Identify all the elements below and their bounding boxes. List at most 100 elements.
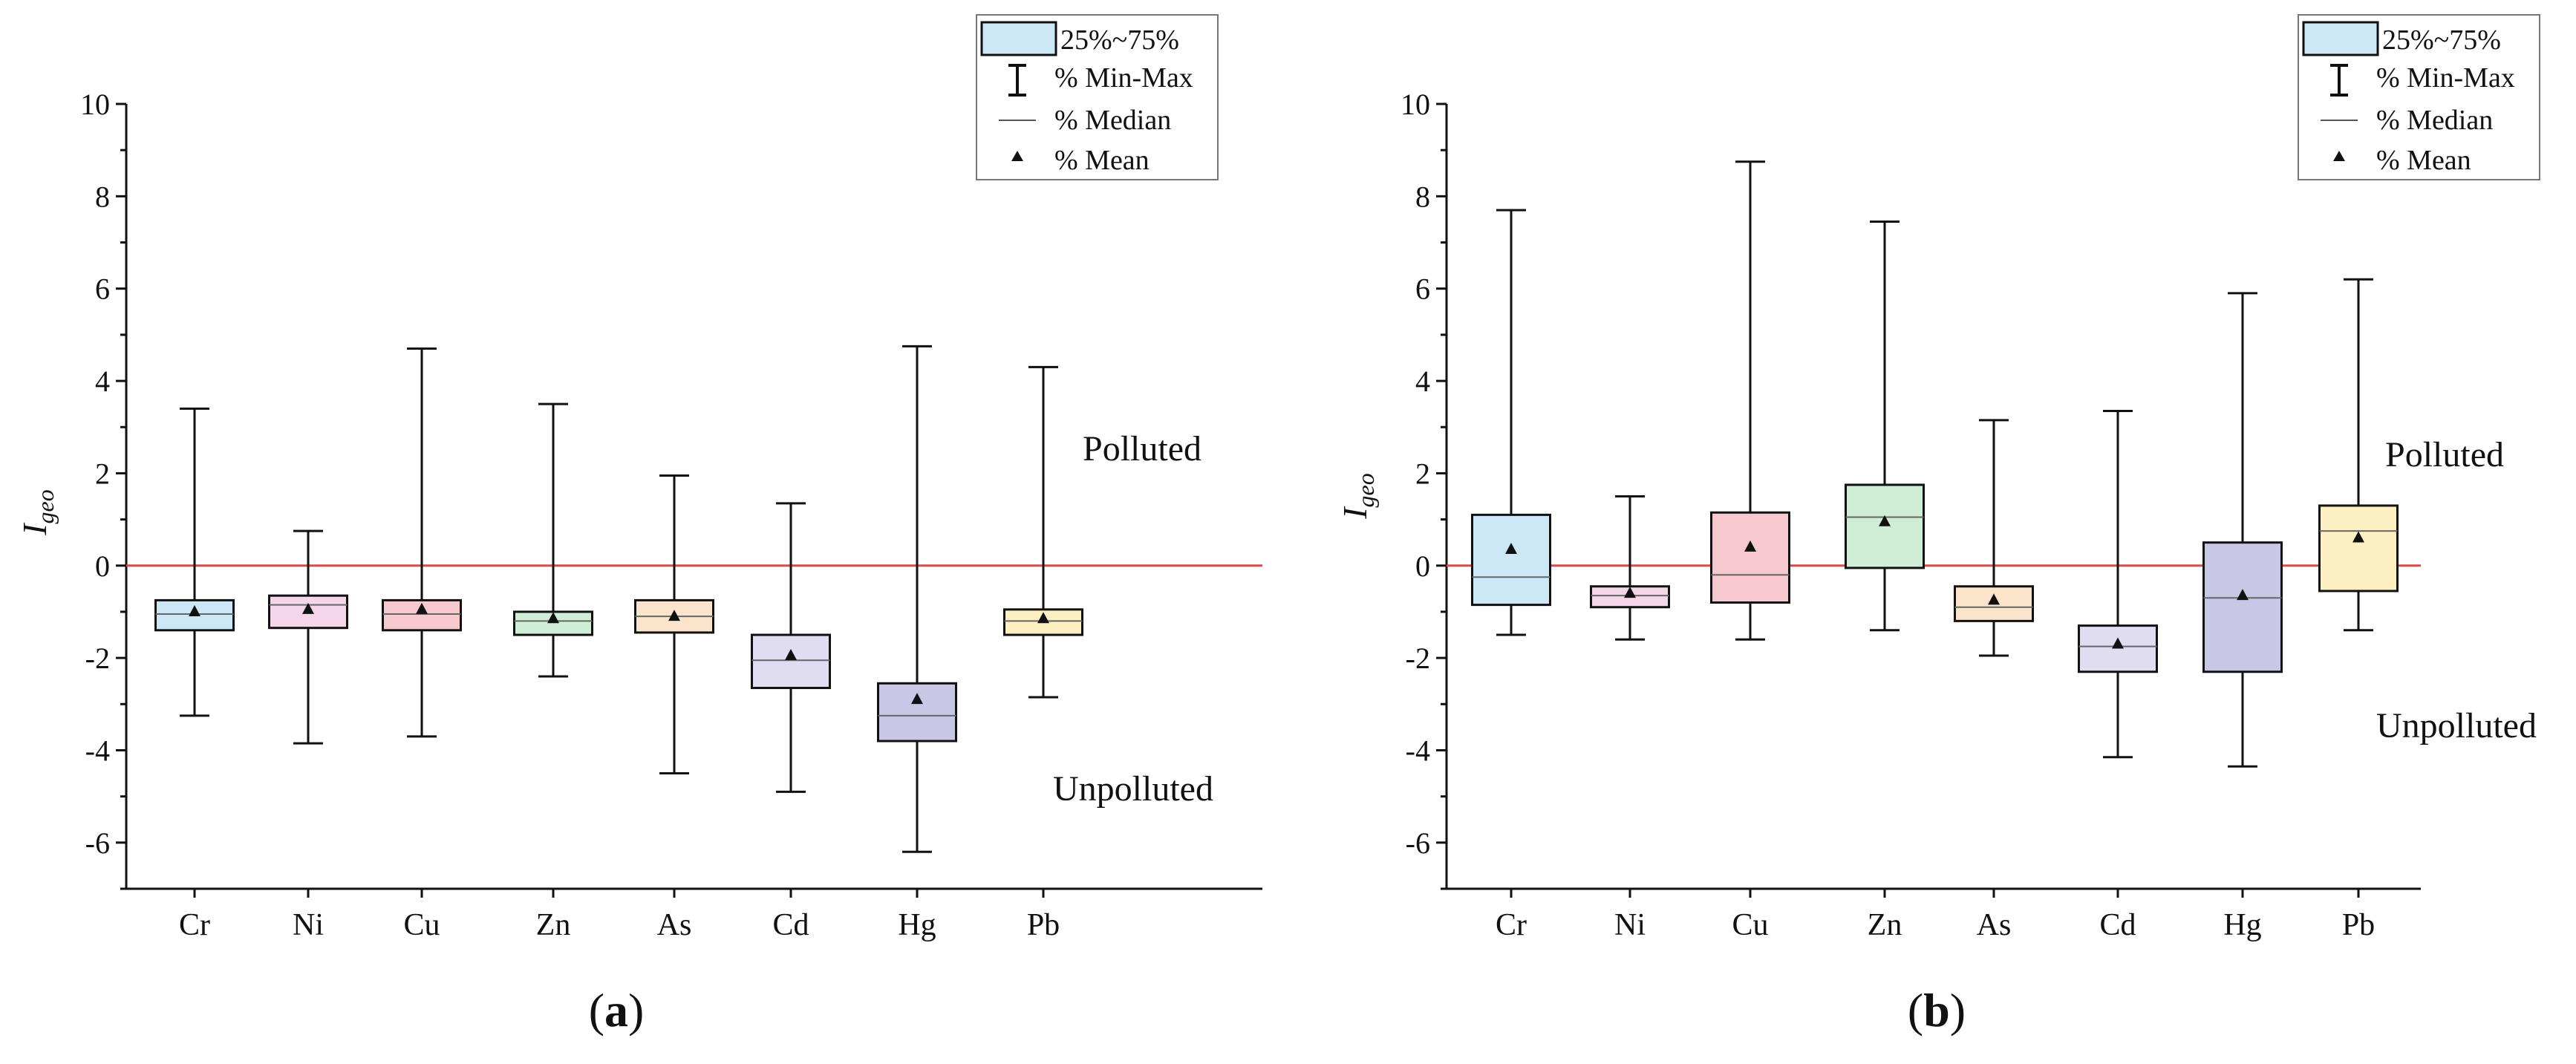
panel-a-legend-mean-label: % Mean (1054, 145, 1150, 176)
category-label: Cd (2099, 908, 2136, 942)
mean-marker (1744, 540, 1756, 552)
y-tick-label: -2 (85, 642, 110, 675)
mean-marker (547, 612, 559, 624)
box-cr (154, 407, 235, 717)
y-tick-label: 6 (1415, 272, 1430, 306)
panel-b-legend-box-label: 25%~75% (2382, 25, 2501, 56)
category-label: Ni (1614, 908, 1646, 942)
panel-b-axes (1445, 104, 2421, 890)
panel-b-panel-label: (b) (1908, 984, 1966, 1037)
mean-marker (1988, 593, 2000, 605)
panel-a-category-labels: Cr Ni Cu Zn As Cd Hg Pb (179, 889, 1060, 942)
y-tick-label: 4 (95, 365, 110, 398)
category-label: Cd (772, 908, 809, 942)
panel-a-legend-minmax-icon (1008, 64, 1026, 97)
iqr-box (751, 633, 831, 690)
category-label: Pb (2342, 908, 2375, 942)
box-pb (1003, 365, 1083, 699)
panel-a-legend: 25%~75% % Min-Max % Median % Mean (976, 14, 1219, 180)
box-zn (1845, 221, 1925, 632)
y-tick-label: 10 (80, 88, 110, 121)
y-tick-label: 4 (1415, 365, 1430, 398)
panel-b-legend-minmax-icon (2330, 64, 2348, 97)
mean-marker (785, 649, 797, 661)
category-label: Cu (403, 908, 440, 942)
panel-b-legend-mean-icon (2333, 151, 2345, 161)
box-cr (1471, 209, 1551, 636)
mean-marker (911, 693, 923, 705)
y-tick-label: 6 (95, 272, 110, 306)
iqr-box (2202, 541, 2283, 673)
panel-a-panel-label: (a) (589, 984, 645, 1037)
iqr-box (1590, 585, 1670, 609)
panel-b-legend-minmax-label: % Min-Max (2376, 62, 2515, 94)
box-cd (751, 502, 831, 793)
panel-b-legend-median-label: % Median (2376, 105, 2493, 136)
y-tick-label: 0 (95, 549, 110, 583)
mean-marker (1879, 515, 1891, 526)
panel-b-ylabel: Igeo (1336, 473, 1379, 520)
mean-marker (1037, 612, 1049, 624)
category-label: Zn (1868, 908, 1902, 942)
category-label: Cr (1496, 908, 1527, 942)
mean-marker (2352, 531, 2364, 543)
panel-a-legend-box-swatch (980, 21, 1057, 56)
box-ni (268, 529, 348, 745)
box-pb (2318, 278, 2399, 632)
box-cu (1710, 160, 1790, 641)
y-tick-label: 8 (95, 180, 110, 213)
panel-a-ylabel: Igeo (16, 489, 59, 536)
panel-a: Igeo 10 8 6 4 2 0 -2 -4 -6 Cr Ni Cu Zn As Cd Hg Pb Poll… (16, 88, 1262, 1037)
panel-a-legend-minmax-label: % Min-Max (1054, 62, 1193, 94)
box-cu (382, 347, 462, 738)
mean-marker (668, 610, 680, 621)
box-hg (2202, 292, 2283, 768)
box-as (634, 474, 714, 775)
panel-b-boxes (1471, 160, 2399, 768)
mean-marker (302, 602, 314, 614)
iqr-box (1845, 483, 1925, 569)
iqr-box (1471, 513, 1551, 607)
panel-a-legend-mean-icon (1011, 151, 1023, 161)
y-tick-label: -4 (1406, 734, 1430, 767)
box-hg (877, 345, 957, 853)
category-label: Ni (293, 908, 324, 942)
panel-b-category-labels: Cr Ni Cu Zn As Cd Hg Pb (1496, 889, 2375, 942)
panel-b-polluted-label: Polluted (2385, 435, 2504, 474)
iqr-box (877, 682, 957, 742)
y-tick-label: 2 (95, 457, 110, 490)
panel-b: Igeo 10 8 6 4 2 0 -2 -4 -6 Cr Ni Cu Zn As Cd Hg Pb Poll… (1336, 88, 2537, 1037)
y-tick-label: -4 (85, 734, 110, 767)
panel-b-unpolluted-label: Unpolluted (2376, 706, 2537, 745)
iqr-box (1710, 511, 1790, 604)
panel-a-legend-median-label: % Median (1054, 105, 1171, 136)
category-label: Hg (898, 908, 936, 942)
mean-marker (2112, 637, 2124, 649)
y-tick-label: -6 (85, 826, 110, 860)
y-tick-label: 0 (1415, 549, 1430, 583)
y-tick-label: -6 (1406, 826, 1430, 860)
mean-marker (1624, 587, 1636, 598)
panel-a-y-ticks: 10 8 6 4 2 0 -2 -4 -6 (80, 88, 126, 890)
iqr-box (2318, 504, 2399, 593)
panel-a-polluted-label: Polluted (1083, 429, 1201, 469)
panel-b-y-ticks: 10 8 6 4 2 0 -2 -4 -6 (1401, 88, 1447, 890)
mean-marker (2237, 589, 2249, 601)
panel-a-legend-box-label: 25%~75% (1060, 25, 1179, 56)
category-label: Cr (179, 908, 210, 942)
iqr-box (2078, 624, 2158, 673)
category-label: Hg (2223, 908, 2261, 942)
mean-marker (1505, 543, 1517, 555)
box-ni (1590, 495, 1670, 641)
panel-b-legend-mean-label: % Mean (2376, 145, 2471, 176)
category-label: As (657, 908, 692, 942)
category-label: Pb (1027, 908, 1060, 942)
y-tick-label: -2 (1406, 642, 1430, 675)
box-as (1954, 419, 2034, 657)
category-label: As (1977, 908, 2012, 942)
box-cd (2078, 409, 2158, 759)
y-tick-label: 2 (1415, 457, 1430, 490)
panel-a-unpolluted-label: Unpolluted (1053, 769, 1213, 809)
panel-b-legend: 25%~75% % Min-Max % Median % Mean (2298, 14, 2540, 180)
